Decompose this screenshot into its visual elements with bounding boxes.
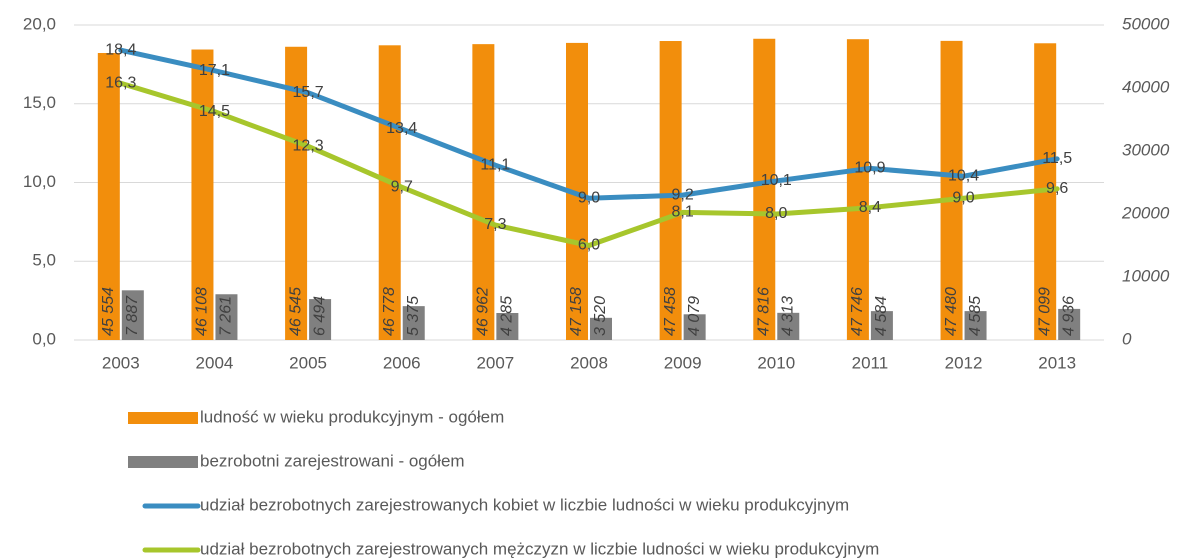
x-tick-label: 2003 xyxy=(102,353,140,372)
bar xyxy=(121,290,144,340)
line-value-label: 6,0 xyxy=(578,237,600,254)
line-value-label: 11,5 xyxy=(1042,150,1072,167)
legend-marker xyxy=(128,456,198,468)
x-tick-label: 2009 xyxy=(664,353,702,372)
bar xyxy=(191,49,214,341)
bar-value-label: 6 494 xyxy=(311,296,328,336)
bar-value-label: 4 584 xyxy=(873,296,890,336)
bar xyxy=(683,314,706,340)
line-value-label: 9,0 xyxy=(578,189,600,206)
y-tick-label: 10,0 xyxy=(23,172,56,191)
line-value-label: 9,2 xyxy=(672,186,694,203)
line xyxy=(118,47,1060,201)
legend-label: bezrobotni zarejestrowani - ogółem xyxy=(200,451,465,470)
x-tick-label: 2008 xyxy=(570,353,608,372)
bar-value-label: 45 554 xyxy=(100,287,117,336)
y2-tick-label: 0 xyxy=(1122,329,1132,348)
bar xyxy=(215,294,238,340)
legend-label: udział bezrobotnych zarejestrowanych kob… xyxy=(200,495,849,514)
bar-value-label: 46 108 xyxy=(194,287,211,336)
line-value-label: 9,6 xyxy=(1046,180,1068,197)
bar-value-label: 47 099 xyxy=(1036,287,1053,336)
y2-tick-label: 20000 xyxy=(1121,203,1170,222)
bar xyxy=(1058,308,1081,340)
line-value-label: 8,0 xyxy=(765,205,787,222)
bar xyxy=(590,317,612,340)
bar-value-label: 3 520 xyxy=(592,296,609,336)
line-value-label: 11,1 xyxy=(480,156,510,173)
line-value-label: 17,1 xyxy=(199,62,230,79)
bar xyxy=(402,306,425,340)
bar-value-label: 4 079 xyxy=(686,296,703,336)
bar xyxy=(496,313,519,340)
x-tick-label: 2007 xyxy=(476,353,514,372)
bar xyxy=(472,44,495,340)
bar-value-label: 47 480 xyxy=(943,287,960,336)
bar-value-label: 47 746 xyxy=(849,287,866,336)
bar xyxy=(285,46,308,340)
line-value-label: 13,4 xyxy=(386,120,417,137)
y-tick-label: 0,0 xyxy=(32,329,56,348)
line xyxy=(118,80,1060,248)
bar-value-label: 47 458 xyxy=(662,287,679,336)
line-value-label: 14,5 xyxy=(199,103,230,120)
bar xyxy=(753,38,776,340)
bar xyxy=(777,312,800,340)
y2-tick-label: 40000 xyxy=(1122,77,1170,96)
x-tick-label: 2010 xyxy=(757,353,795,372)
bar xyxy=(378,45,401,341)
bar-value-label: 7 887 xyxy=(124,295,141,336)
bar xyxy=(846,39,869,341)
legend-label: ludność w wieku produkcyjnym - ogółem xyxy=(200,407,504,426)
bar-value-label: 46 962 xyxy=(475,287,492,336)
y-tick-label: 15,0 xyxy=(23,93,56,112)
line-value-label: 9,0 xyxy=(952,189,974,206)
bar-value-label: 4 285 xyxy=(499,296,516,336)
x-tick-label: 2013 xyxy=(1038,353,1076,372)
bar-value-label: 4 313 xyxy=(779,296,796,336)
line-value-label: 8,4 xyxy=(859,199,881,216)
bar-value-label: 47 816 xyxy=(755,287,772,336)
bar-value-label: 46 778 xyxy=(381,287,398,336)
bar xyxy=(964,311,987,340)
bar xyxy=(659,41,682,341)
bar-value-label: 7 261 xyxy=(218,296,235,336)
x-tick-label: 2005 xyxy=(289,353,327,372)
bar-value-label: 4 585 xyxy=(967,296,984,336)
line-value-label: 12,3 xyxy=(293,137,324,154)
bar xyxy=(309,299,332,340)
legend-label: udział bezrobotnych zarejestrowanych męż… xyxy=(200,539,879,558)
bar xyxy=(940,40,963,340)
line-value-label: 9,7 xyxy=(391,178,413,195)
line-value-label: 18,4 xyxy=(105,41,136,58)
bar-value-label: 46 545 xyxy=(287,287,304,336)
x-tick-label: 2012 xyxy=(945,353,983,372)
y-tick-label: 20,0 xyxy=(23,14,56,33)
line-value-label: 10,9 xyxy=(854,160,885,177)
bar-value-label: 4 936 xyxy=(1060,296,1077,336)
line-value-label: 10,4 xyxy=(948,167,979,184)
bar-value-label: 47 158 xyxy=(568,287,585,336)
line-value-label: 16,3 xyxy=(105,74,136,91)
legend-marker xyxy=(128,412,198,424)
x-tick-label: 2004 xyxy=(196,353,234,372)
y2-tick-label: 30000 xyxy=(1122,140,1170,159)
y2-tick-label: 50000 xyxy=(1122,14,1170,33)
line-value-label: 8,1 xyxy=(672,204,694,221)
bar xyxy=(870,311,893,340)
y2-tick-label: 10000 xyxy=(1122,266,1170,285)
y-tick-label: 5,0 xyxy=(32,251,56,270)
x-tick-label: 2006 xyxy=(383,353,421,372)
line-value-label: 7,3 xyxy=(484,216,506,233)
x-tick-label: 2011 xyxy=(852,353,889,372)
bar xyxy=(97,53,120,341)
line-value-label: 10,1 xyxy=(761,172,792,189)
bar-value-label: 5 375 xyxy=(405,296,422,336)
line-value-label: 15,7 xyxy=(293,84,324,101)
